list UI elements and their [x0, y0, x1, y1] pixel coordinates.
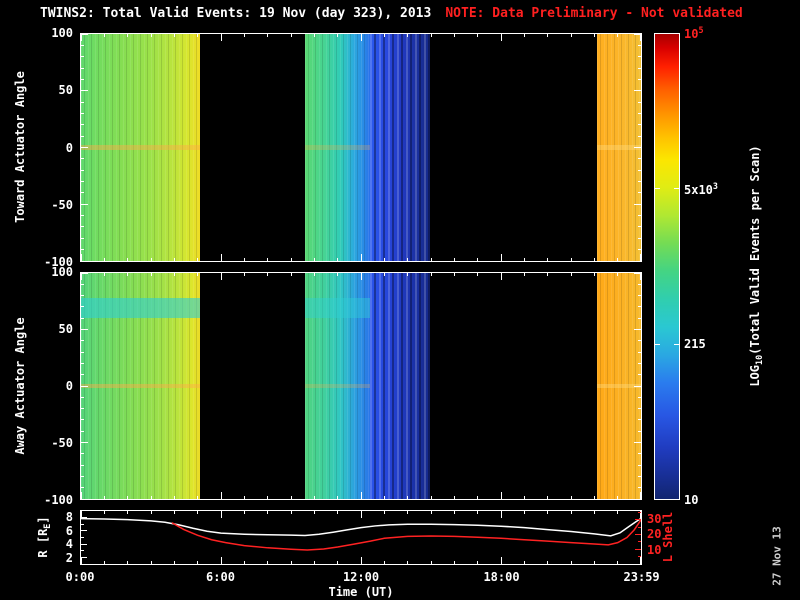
colorbar-tick-text: 10	[684, 27, 699, 41]
colorbar-tick-label-0: 105	[684, 25, 704, 41]
r-tick-label-6: 6	[65, 523, 73, 538]
angle-tick-label-0: 0	[65, 379, 73, 393]
toward_heatmap-segment-0	[81, 34, 200, 261]
angle-tick-label-50: 50	[58, 322, 73, 336]
colorbar-tick-labels: 105 5x103 215 10	[684, 0, 774, 600]
away_heatmap-segment-2	[370, 273, 430, 499]
colorbar-tick-exponent: 5	[698, 25, 704, 35]
away_heatmap-band-0	[81, 297, 200, 319]
colorbar	[654, 33, 680, 500]
toward_heatmap-band-2	[596, 145, 641, 150]
toward_heatmap-segment-2	[370, 34, 430, 261]
x-axis-title: Time (UT)	[328, 585, 394, 599]
angle-tick-label-100: 100	[51, 265, 73, 279]
away-heatmap	[81, 273, 641, 499]
date-watermark: 27 Nov 13	[770, 526, 784, 586]
colorbar-tick-label-2: 215	[684, 337, 706, 351]
angle-tick-label--100: -100	[44, 255, 73, 269]
x-tick-label-4: 23:59	[623, 570, 660, 584]
orbit-line-chart	[81, 511, 641, 564]
angle-tick-label--50: -50	[51, 197, 73, 212]
lshell-tick-labels: 30 20 10	[645, 510, 685, 565]
colorbar-tick-text: 215	[684, 337, 706, 352]
away_heatmap-band-1	[305, 297, 371, 319]
colorbar-gradient	[655, 34, 679, 499]
toward_heatmap-band-1	[305, 145, 371, 150]
colorbar-tick-text: 10	[684, 493, 699, 507]
toward_heatmap-segment-3	[596, 34, 641, 261]
toward-y-tick-labels: 100 50 0 -50 -100	[0, 26, 76, 269]
colorbar-tick-label-1: 5x103	[684, 181, 718, 197]
r-tick-label-4: 4	[65, 537, 73, 552]
angle-tick-label-0: 0	[65, 140, 73, 155]
away-y-tick-labels: 100 50 0 -50 -100	[0, 265, 76, 507]
colorbar-title: LOG10(Total Valid Events per Scan)	[748, 145, 764, 386]
lshell-tick-label-30: 30	[647, 512, 662, 527]
away-spectrogram-panel	[80, 272, 642, 500]
r-tick-label-8: 8	[65, 509, 73, 524]
colorbar-title-pre: LOG	[747, 364, 762, 387]
x-tick-label-3: 18:00	[483, 570, 520, 584]
figure-title: TWINS2: Total Valid Events: 19 Nov (day …	[40, 6, 743, 21]
toward_heatmap-segment-1	[305, 34, 371, 261]
title-main: TWINS2: Total Valid Events: 19 Nov (day …	[40, 6, 432, 21]
away_heatmap-band-2	[81, 383, 200, 389]
colorbar-tick-text: 5x10	[684, 182, 713, 197]
angle-tick-label--100: -100	[44, 493, 73, 507]
r-tick-label-2: 2	[65, 551, 73, 566]
colorbar-tick-exponent: 3	[712, 180, 718, 191]
x-tick-label-2: 12:00	[342, 570, 380, 584]
away_heatmap-segment-1	[305, 273, 371, 499]
lshell-tick-label-10: 10	[647, 542, 662, 557]
away_heatmap-band-4	[596, 383, 641, 389]
angle-tick-label-100: 100	[51, 26, 73, 40]
toward_heatmap-band-0	[81, 145, 200, 150]
line-r	[81, 518, 641, 536]
lshell-tick-label-20: 20	[647, 527, 662, 542]
x-tick-label-1: 6:00	[206, 570, 235, 584]
x-tick-labels: 0:00 6:00 12:00 18:00 23:59	[0, 570, 800, 584]
orbit-panel	[80, 510, 642, 565]
away_heatmap-band-3	[305, 383, 371, 389]
toward-spectrogram-panel	[80, 33, 642, 262]
colorbar-title-post: (Total Valid Events per Scan)	[747, 145, 762, 355]
angle-tick-label--50: -50	[51, 436, 73, 450]
line-lshell	[172, 520, 641, 550]
toward-heatmap	[81, 34, 641, 261]
colorbar-tick-label-3: 10	[684, 493, 698, 507]
title-note: NOTE: Data Preliminary - Not validated	[445, 6, 743, 21]
x-tick-label-0: 0:00	[65, 570, 95, 584]
angle-tick-label-50: 50	[58, 83, 73, 98]
colorbar-title-sub: 10	[754, 354, 765, 365]
away_heatmap-segment-3	[596, 273, 641, 499]
